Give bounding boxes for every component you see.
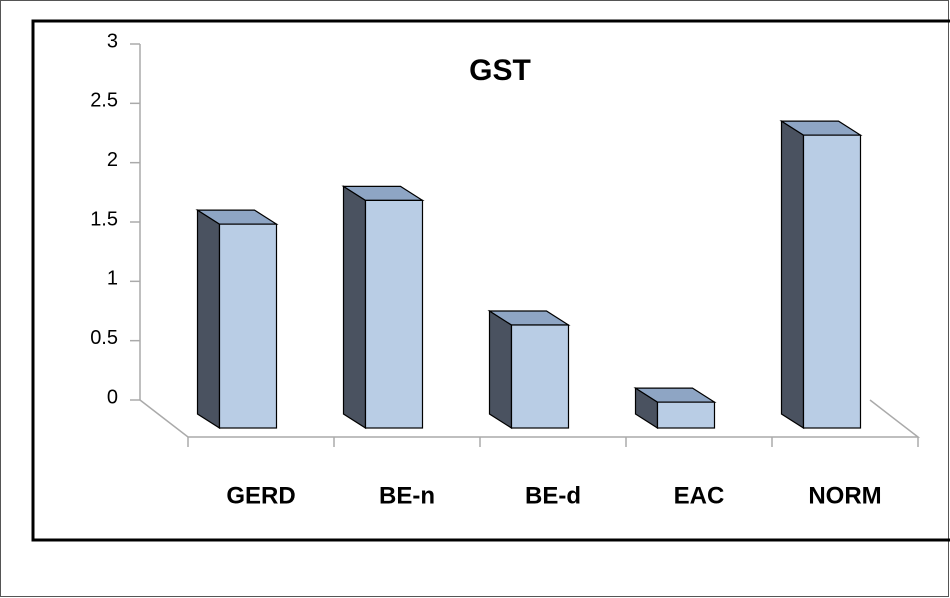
x-tick-label: BE-d — [525, 482, 581, 509]
bar — [510, 324, 570, 429]
x-tick-label: GERD — [226, 482, 295, 509]
y-tick-label: 0 — [107, 386, 118, 408]
bar-side — [488, 309, 513, 430]
y-tick-label: 2.5 — [90, 90, 118, 112]
bar — [802, 134, 862, 429]
x-tick-label: EAC — [674, 482, 725, 509]
bar — [364, 199, 424, 429]
floor — [139, 399, 921, 438]
bar-side — [342, 185, 367, 430]
y-tick-label: 1 — [107, 268, 118, 290]
y-tick-label: 0.5 — [90, 327, 118, 349]
bar — [218, 223, 278, 429]
y-tick-label: 1.5 — [90, 208, 118, 230]
x-tick-label: BE-n — [379, 482, 435, 509]
plot-frame — [31, 19, 950, 542]
y-tick-label: 3 — [107, 30, 118, 52]
y-tick-label: 2 — [107, 149, 118, 171]
bar-side — [780, 120, 805, 430]
chart-title: GST — [469, 54, 531, 87]
bar — [656, 401, 716, 429]
bar-side — [196, 209, 221, 430]
x-tick-label: NORM — [808, 482, 881, 509]
